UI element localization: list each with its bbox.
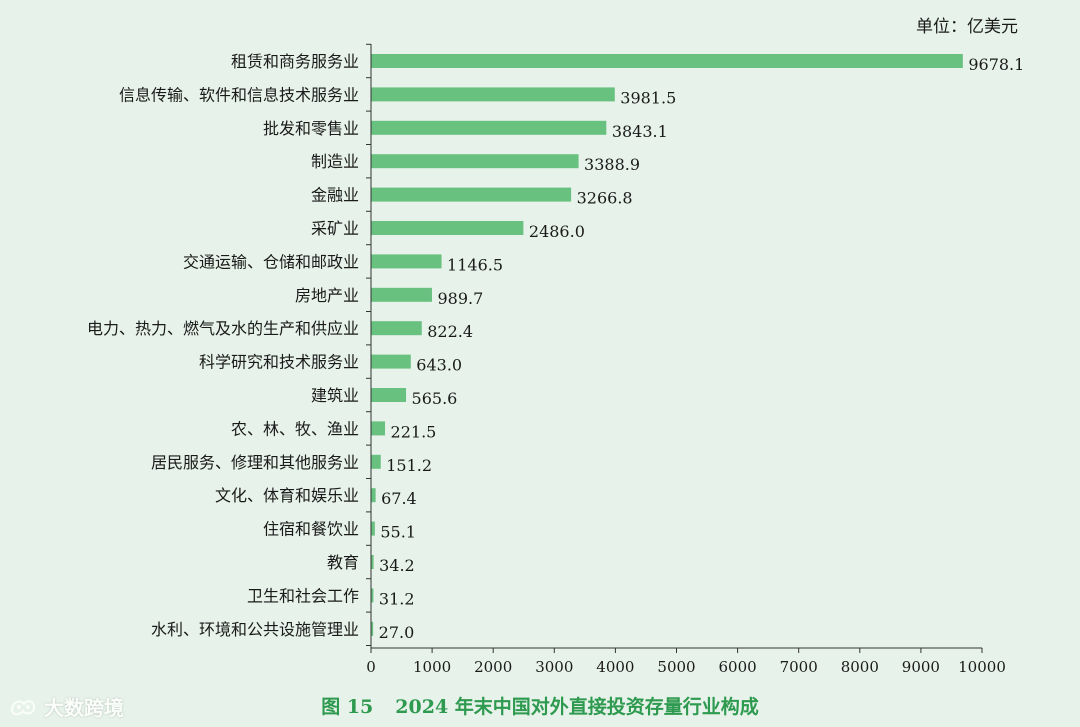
bar: [371, 588, 374, 603]
dashu-logo-icon: [10, 699, 36, 715]
data-label: 2486.0: [529, 222, 585, 241]
figure-caption: 图 15 2024 年末中国对外直接投资存量行业构成: [0, 692, 1080, 719]
x-tick-label: 4000: [596, 658, 634, 676]
category-label: 文化、体育和娱乐业: [215, 486, 359, 505]
bar: [371, 521, 375, 536]
category-label: 科学研究和技术服务业: [199, 353, 359, 372]
category-label: 租赁和商务服务业: [231, 52, 359, 71]
data-label: 3266.8: [577, 189, 633, 208]
bar: [371, 221, 524, 235]
category-label: 采矿业: [311, 219, 359, 238]
data-label: 643.0: [416, 356, 462, 375]
bar: [371, 154, 579, 169]
x-tick-label: 5000: [657, 658, 695, 676]
bar: [371, 120, 607, 135]
data-label: 3388.9: [584, 155, 640, 174]
unit-label: 单位：亿美元: [916, 17, 1018, 37]
x-tick-label: 3000: [535, 658, 573, 676]
bar: [371, 621, 374, 636]
data-label: 989.7: [437, 289, 483, 308]
watermark: 大数跨境: [8, 692, 124, 721]
category-label: 批发和零售业: [263, 119, 359, 138]
x-tick-label: 1000: [413, 658, 451, 676]
category-label: 房地产业: [295, 286, 359, 305]
bar: [371, 454, 381, 469]
bar: [371, 555, 374, 569]
data-label: 822.4: [427, 322, 473, 341]
bar: [371, 388, 407, 402]
data-label: 565.6: [412, 389, 458, 408]
bar: [371, 421, 386, 436]
data-label: 31.2: [379, 589, 415, 608]
bar: [371, 354, 411, 369]
category-label: 信息传输、软件和信息技术服务业: [119, 85, 359, 104]
figure-number: 图 15: [321, 696, 374, 718]
bar: [371, 321, 422, 336]
watermark-text: 大数跨境: [44, 696, 124, 720]
x-tick-label: 2000: [474, 658, 512, 676]
data-label: 151.2: [386, 456, 432, 475]
x-tick-label: 10000: [958, 658, 1006, 676]
data-label: 55.1: [380, 523, 416, 542]
bar: [371, 254, 442, 269]
data-label: 3981.5: [620, 88, 676, 107]
data-label: 34.2: [379, 556, 415, 575]
category-label: 住宿和餐饮业: [263, 520, 359, 539]
data-label: 1146.5: [447, 255, 503, 274]
x-tick-label: 6000: [719, 658, 757, 676]
figure-title: 2024 年末中国对外直接投资存量行业构成: [395, 696, 759, 718]
category-label: 电力、热力、燃气及水的生产和供应业: [87, 319, 359, 338]
category-label: 农、林、牧、渔业: [231, 419, 359, 438]
category-label: 交通运输、仓储和邮政业: [183, 252, 359, 271]
category-label: 制造业: [311, 152, 359, 171]
bar: [371, 87, 615, 102]
bar: [371, 187, 572, 202]
data-label: 221.5: [391, 422, 437, 441]
bar: [371, 54, 963, 68]
category-label: 金融业: [311, 186, 359, 205]
x-tick-label: 0: [366, 658, 376, 676]
data-label: 67.4: [381, 489, 417, 508]
data-label: 3843.1: [612, 122, 668, 141]
x-tick-label: 7000: [780, 658, 818, 676]
category-label: 水利、环境和公共设施管理业: [151, 620, 359, 639]
x-tick-label: 9000: [902, 658, 940, 676]
bar: [371, 488, 376, 503]
x-tick-label: 8000: [841, 658, 879, 676]
category-label: 卫生和社会工作: [247, 586, 359, 605]
data-label: 9678.1: [968, 55, 1024, 74]
bar: [371, 287, 432, 302]
category-label: 建筑业: [311, 386, 359, 405]
category-label: 教育: [327, 553, 359, 572]
data-label: 27.0: [379, 623, 415, 642]
category-label: 居民服务、修理和其他服务业: [151, 453, 359, 472]
